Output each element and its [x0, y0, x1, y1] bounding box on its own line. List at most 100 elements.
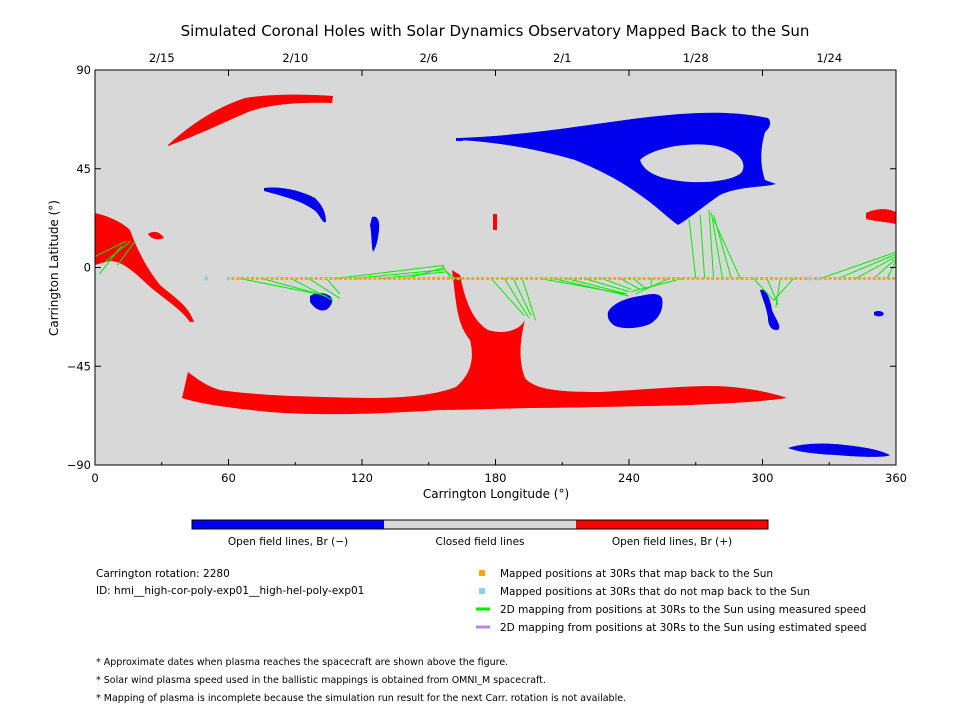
mapped-position-marker: [858, 276, 862, 280]
mapped-position-marker: [422, 276, 426, 280]
mapped-position-marker: [309, 276, 313, 280]
coronal-hole-regions: [95, 94, 896, 457]
mapping-line: [753, 278, 774, 301]
mapped-position-marker: [334, 276, 338, 280]
mapped-position-marker: [632, 276, 636, 280]
mapping-line: [290, 278, 334, 301]
mapped-position-marker: [892, 276, 896, 280]
mapped-position-marker: [368, 276, 372, 280]
axis-ticks: 0 60 120 180 240 300 360 90 45 0 −45 −90: [67, 63, 907, 485]
mapping-line: [820, 251, 896, 279]
unmapped-position-marker: [204, 276, 209, 281]
mapped-position-marker: [231, 276, 235, 280]
colorbar-frame: [191, 519, 769, 530]
y-tick-label: 45: [76, 162, 91, 176]
mapped-position-marker: [500, 276, 504, 280]
mapping-line: [553, 277, 630, 297]
mapped-position-marker: [476, 276, 480, 280]
note-1: * Approximate dates when plasma reaches …: [96, 657, 508, 668]
mapped-position-marker: [804, 276, 808, 280]
negative-region-north-large: [458, 112, 776, 225]
mapped-position-marker: [392, 276, 396, 280]
negative-region-small-north: [264, 187, 326, 223]
mapped-position-marker: [520, 276, 524, 280]
mapped-position-marker: [740, 276, 744, 280]
legend-label: 2D mapping from positions at 30Rs to the…: [500, 622, 867, 634]
mapped-position-marker: [627, 276, 631, 280]
mapped-position-marker: [701, 276, 705, 280]
colorbar-label-positive: Open field lines, Br (+): [612, 536, 732, 548]
mapped-position-marker: [818, 276, 822, 280]
positive-region-north: [168, 94, 333, 146]
colorbar: Open field lines, Br (−) Closed field li…: [191, 519, 769, 548]
unmapped-position-marker: [807, 276, 812, 281]
mapped-position-marker: [588, 276, 592, 280]
mapped-position-marker: [828, 276, 832, 280]
y-tick-label: −45: [67, 359, 91, 373]
mapped-position-marker: [397, 276, 401, 280]
mapped-position-marker: [720, 276, 724, 280]
mapping-line: [335, 264, 445, 279]
mapped-position-marker: [427, 276, 431, 280]
mapping-line: [99, 245, 123, 275]
mapped-position-marker: [490, 276, 494, 280]
x-tick-label: 240: [618, 471, 640, 485]
mapped-position-marker: [637, 276, 641, 280]
mapped-position-marker: [290, 276, 294, 280]
mapped-position-marker: [696, 276, 700, 280]
mapped-position-marker: [755, 276, 759, 280]
mapped-position-marker: [324, 276, 328, 280]
position-markers: [204, 276, 896, 281]
mapped-position-marker: [853, 276, 857, 280]
note-2: * Solar wind plasma speed used in the ba…: [96, 675, 546, 686]
mapping-line: [619, 278, 641, 290]
x-axis-label: Carrington Longitude (°): [423, 487, 569, 501]
colorbar-label-negative: Open field lines, Br (−): [228, 536, 348, 548]
mapping-line: [873, 258, 896, 279]
mapped-position-marker: [339, 276, 343, 280]
mapped-position-marker: [574, 276, 578, 280]
mapped-position-marker: [525, 276, 529, 280]
mapped-position-marker: [569, 276, 573, 280]
mapped-position-marker: [711, 276, 715, 280]
positive-region-spot-a: [148, 231, 164, 240]
mapped-position-marker: [437, 276, 441, 280]
mapped-position-marker: [725, 276, 729, 280]
chart-title: Simulated Coronal Holes with Solar Dynam…: [181, 22, 810, 40]
mapped-position-marker: [784, 276, 788, 280]
positive-region-spot-b: [493, 214, 497, 230]
mapped-position-marker: [872, 276, 876, 280]
mapped-position-marker: [583, 276, 587, 280]
mapped-position-marker: [481, 276, 485, 280]
mapped-position-marker: [833, 276, 837, 280]
mapped-position-marker: [578, 276, 582, 280]
mapping-line: [95, 240, 127, 257]
mapped-position-marker: [510, 276, 514, 280]
mapped-position-marker: [270, 276, 274, 280]
mapped-position-marker: [686, 276, 690, 280]
colorbar-negative: [192, 520, 384, 529]
mapped-position-marker: [412, 276, 416, 280]
note-3: * Mapping of plasma is incomplete becaus…: [96, 693, 626, 704]
mapped-position-marker: [652, 276, 656, 280]
mapping-line: [584, 277, 630, 293]
legend-swatch: [479, 570, 485, 576]
mapped-position-marker: [760, 276, 764, 280]
mapping-line: [708, 210, 715, 279]
mapping-line: [503, 278, 530, 319]
y-tick-label: 0: [84, 261, 91, 275]
top-date-label: 1/28: [683, 51, 709, 65]
mapped-position-marker: [554, 276, 558, 280]
mapped-position-marker: [378, 276, 382, 280]
x-tick-label: 120: [351, 471, 373, 485]
x-tick-label: 0: [91, 471, 98, 485]
mapped-position-marker: [667, 276, 671, 280]
mapped-position-marker: [848, 276, 852, 280]
mapped-position-marker: [608, 276, 612, 280]
legend-label: 2D mapping from positions at 30Rs to the…: [500, 604, 866, 616]
positive-region-east-edge: [866, 209, 896, 224]
mapped-position-marker: [769, 276, 773, 280]
mapped-position-marker: [662, 276, 666, 280]
mapped-position-marker: [265, 276, 269, 280]
mapping-line: [512, 278, 532, 316]
